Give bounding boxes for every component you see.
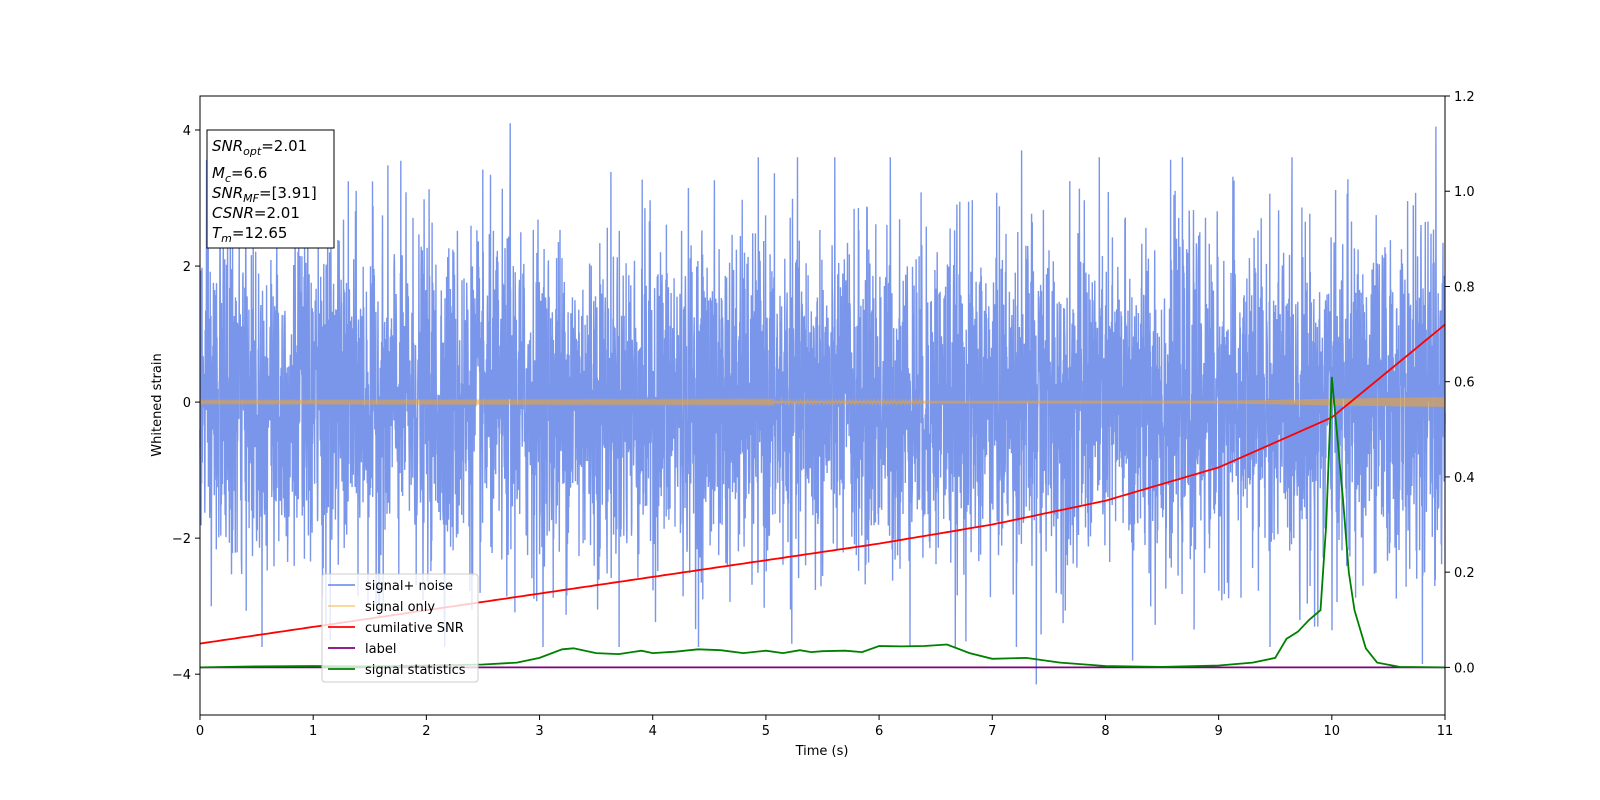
y-tick-label: 0	[183, 396, 191, 411]
x-tick-label: 8	[1101, 724, 1109, 739]
x-tick-label: 6	[875, 724, 883, 739]
y-axis-left: −4 −2 0 2 4	[172, 124, 200, 683]
x-tick-label: 3	[535, 724, 543, 739]
legend: signal+ noise signal only cumilative SNR…	[321, 573, 479, 683]
y2-tick-label: 0.2	[1454, 566, 1475, 581]
legend-label-cumulative-snr: cumilative SNR	[365, 621, 464, 636]
signal-only-series-layer	[199, 397, 1446, 407]
y2-tick-label: 0.6	[1454, 376, 1475, 391]
y2-tick-label: 0.8	[1454, 280, 1475, 295]
x-tick-label: 11	[1437, 724, 1454, 739]
info-tm: Tm=12.65	[212, 224, 287, 245]
x-tick-label: 9	[1214, 724, 1222, 739]
legend-label-label: label	[365, 642, 396, 657]
x-tick-label: 5	[762, 724, 770, 739]
y2-tick-label: 0.0	[1454, 661, 1475, 676]
x-tick-label: 4	[649, 724, 657, 739]
legend-label-signal-only: signal only	[365, 600, 435, 615]
series-signal-statistics	[199, 376, 1446, 669]
info-box: SNRopt=2.01 Mc=6.6 SNRMF=[3.91] CSNR=2.0…	[206, 129, 335, 249]
x-tick-label: 7	[988, 724, 996, 739]
x-axis: 0 1 2 3 4 5 6 7 8 9 10 11	[196, 715, 1453, 739]
x-axis-label: Time (s)	[795, 744, 849, 759]
series-signal-noise	[199, 123, 1446, 685]
y-tick-label: 4	[183, 124, 191, 139]
x-tick-label: 10	[1324, 724, 1341, 739]
y2-tick-label: 1.2	[1454, 90, 1475, 105]
info-box-frame	[206, 129, 335, 249]
x-tick-label: 1	[309, 724, 317, 739]
y2-tick-label: 0.4	[1454, 471, 1475, 486]
y-tick-label: 2	[183, 260, 191, 275]
y-axis-label: Whitened strain	[150, 353, 165, 456]
y-axis-right: 0.0 0.2 0.4 0.6 0.8 1.0 1.2	[1445, 90, 1475, 676]
x-tick-label: 0	[196, 724, 204, 739]
y-tick-label: −4	[172, 668, 191, 683]
y-tick-label: −2	[172, 532, 191, 547]
series-signal-only	[199, 397, 1446, 407]
legend-label-signal-noise: signal+ noise	[365, 579, 453, 594]
legend-frame	[321, 573, 479, 683]
x-tick-label: 2	[422, 724, 430, 739]
noise-series-layer	[199, 123, 1446, 685]
plot-frame	[199, 95, 1446, 716]
info-csnr: CSNR=2.01	[212, 204, 300, 222]
y2-tick-label: 1.0	[1454, 185, 1475, 200]
info-mc: Mc=6.6	[212, 164, 267, 185]
info-snr-opt: SNRopt=2.01	[212, 137, 307, 158]
info-snr-mf: SNRMF=[3.91]	[212, 184, 317, 205]
legend-label-signal-statistics: signal statistics	[365, 663, 466, 678]
